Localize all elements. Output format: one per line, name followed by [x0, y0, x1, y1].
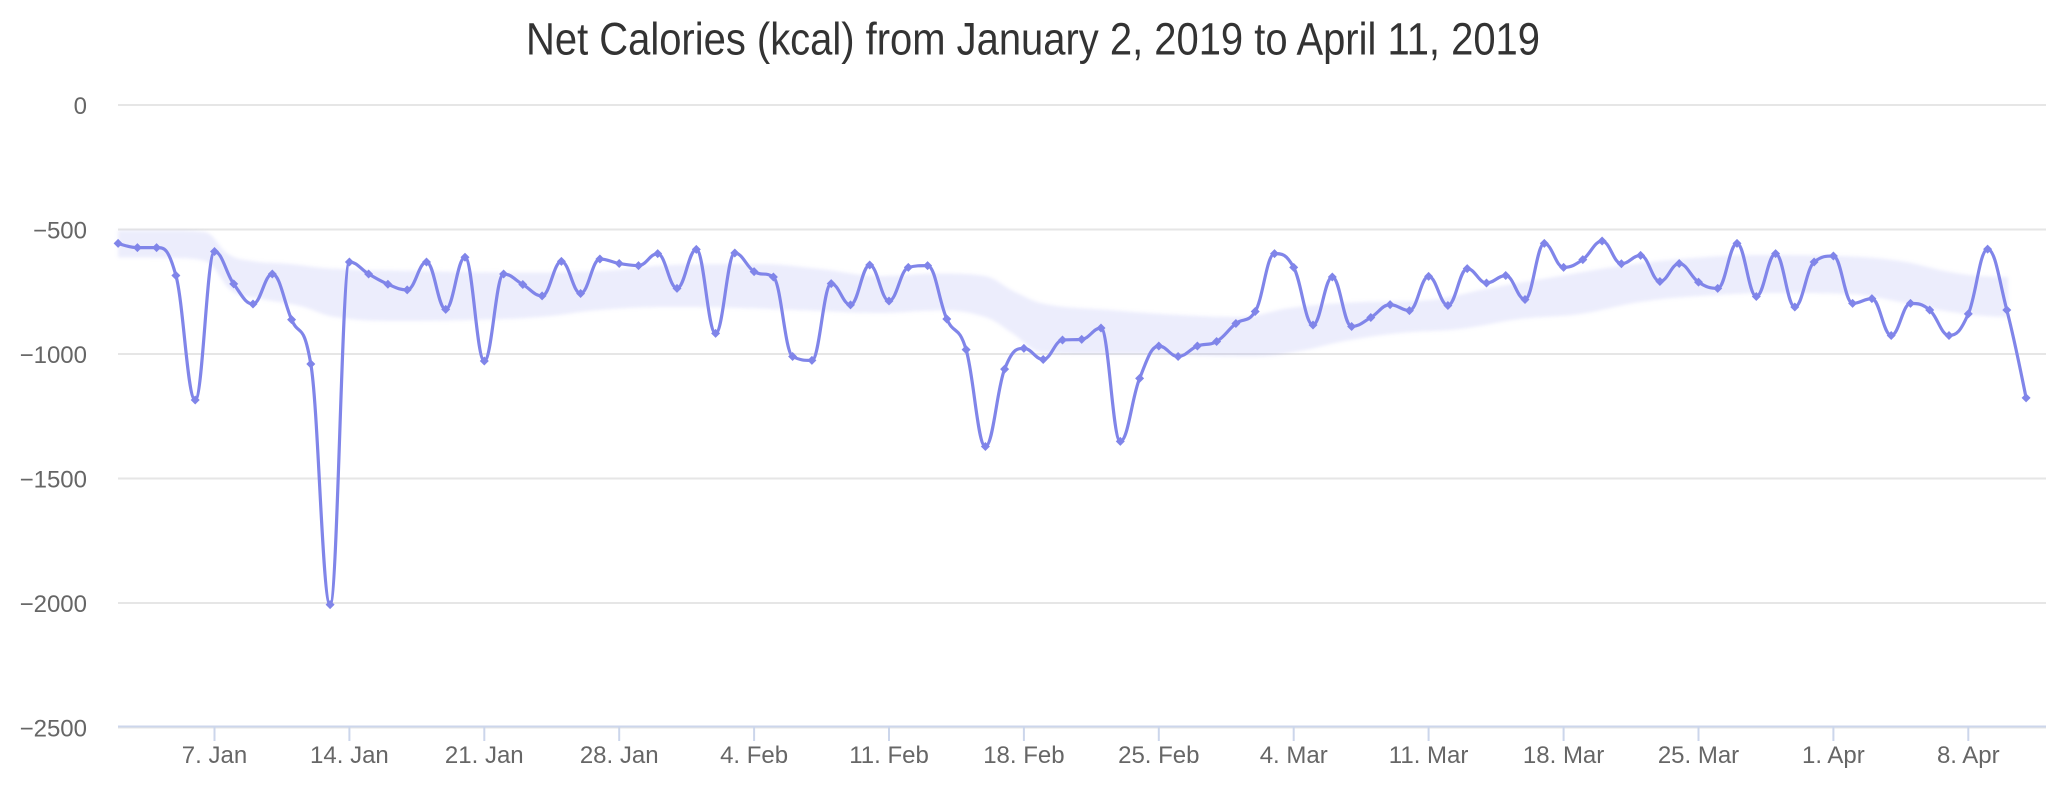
- svg-text:25. Mar: 25. Mar: [1658, 742, 1739, 769]
- svg-text:1. Apr: 1. Apr: [1802, 742, 1865, 769]
- svg-text:11. Feb: 11. Feb: [849, 742, 929, 769]
- svg-text:−1500: −1500: [20, 467, 87, 494]
- svg-text:14. Jan: 14. Jan: [310, 742, 389, 769]
- svg-text:Net Calories (kcal) from Janua: Net Calories (kcal) from January 2, 2019…: [526, 14, 1540, 65]
- svg-text:11. Mar: 11. Mar: [1389, 742, 1469, 769]
- svg-text:−500: −500: [33, 218, 87, 245]
- svg-text:8. Apr: 8. Apr: [1937, 742, 2000, 769]
- svg-text:−2000: −2000: [20, 591, 87, 618]
- svg-text:28. Jan: 28. Jan: [580, 742, 659, 769]
- svg-text:18. Feb: 18. Feb: [983, 742, 1064, 769]
- svg-text:−2500: −2500: [20, 716, 87, 743]
- svg-text:0: 0: [74, 93, 87, 120]
- svg-text:7. Jan: 7. Jan: [182, 742, 247, 769]
- svg-text:4. Feb: 4. Feb: [720, 742, 788, 769]
- svg-text:25. Feb: 25. Feb: [1118, 742, 1199, 769]
- svg-text:−1000: −1000: [20, 342, 87, 369]
- svg-text:18. Mar: 18. Mar: [1523, 742, 1604, 769]
- svg-text:4. Mar: 4. Mar: [1260, 742, 1328, 769]
- svg-text:21. Jan: 21. Jan: [445, 742, 524, 769]
